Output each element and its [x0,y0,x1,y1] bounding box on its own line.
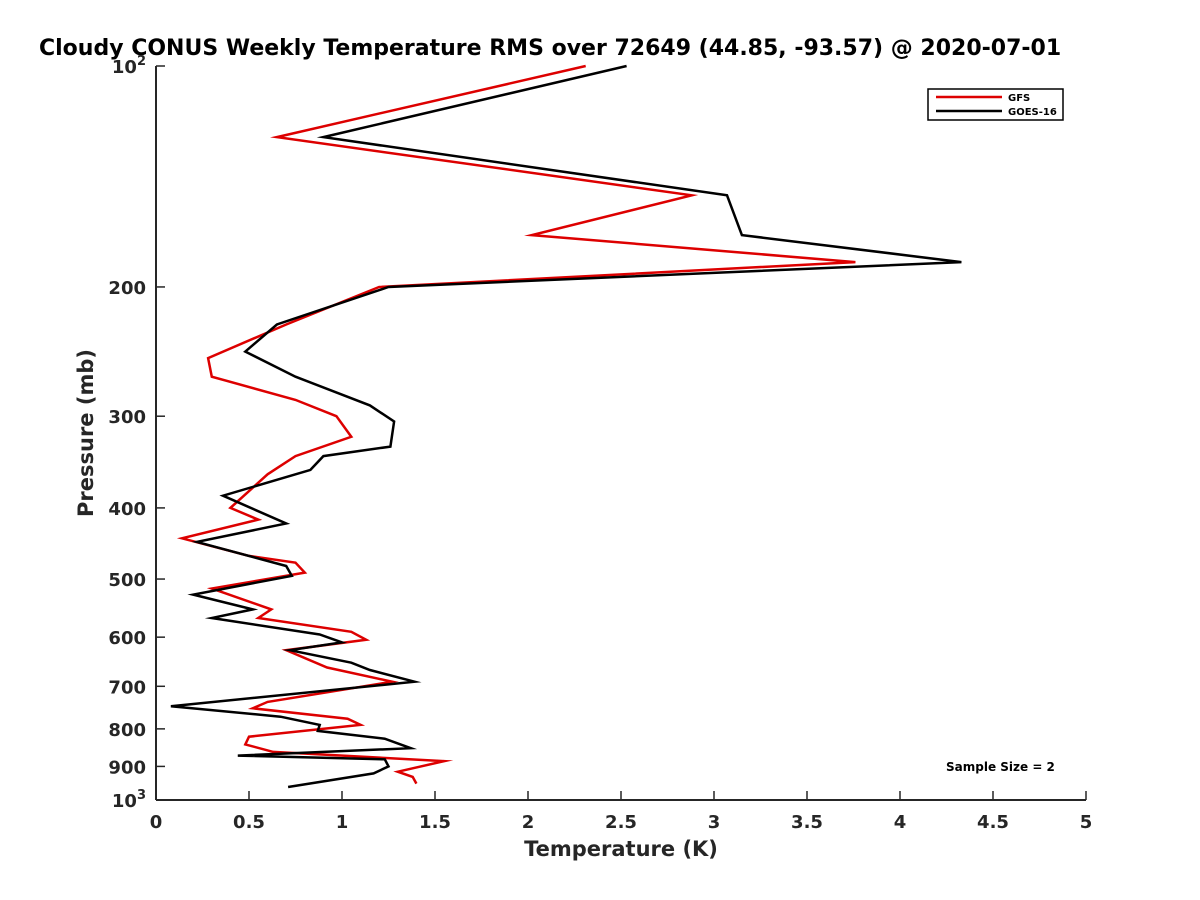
chart-title: Cloudy CONUS Weekly Temperature RMS over… [39,36,1061,61]
sample-size-annotation: Sample Size = 2 [946,760,1055,774]
x-tick-label: 2 [522,812,535,833]
x-tick-label: 3 [708,812,721,833]
y-tick-label: 200 [108,278,146,299]
y-tick-label: 400 [108,499,146,520]
legend-box [927,88,1064,121]
x-tick-label: 0 [150,812,163,833]
x-axis-label: Temperature (K) [524,837,718,861]
y-tick-label: 600 [108,628,146,649]
y-tick-label: 500 [108,570,146,591]
x-tick-label: 4.5 [977,812,1009,833]
x-tick-label: 3.5 [791,812,823,833]
legend: GFS GOES-16 [927,88,1064,121]
y-axis-ticks: 102 200 300 400 500 600 700 800 900 103 [108,54,165,812]
x-tick-label: 2.5 [605,812,637,833]
x-tick-label: 4 [894,812,907,833]
legend-label-goes16: GOES-16 [1008,107,1057,118]
y-tick-label: 700 [108,677,146,698]
x-tick-label: 1.5 [419,812,451,833]
x-tick-label: 0.5 [233,812,265,833]
y-tick-label: 300 [108,407,146,428]
series-lines [170,64,962,789]
series-line-gfs [176,64,856,785]
y-tick-label: 102 [112,54,146,78]
x-tick-label: 5 [1080,812,1093,833]
x-tick-label: 1 [336,812,349,833]
legend-label-gfs: GFS [1008,93,1030,104]
y-tick-label: 103 [112,788,146,812]
x-axis-ticks: 0 0.5 1 1.5 2 2.5 3 3.5 4 4.5 5 [150,791,1093,833]
y-tick-label: 800 [108,720,146,741]
y-tick-label: 900 [108,757,146,778]
y-axis-label: Pressure (mb) [74,349,98,517]
plot-area [155,66,1086,801]
series-line-goes16 [170,64,962,789]
